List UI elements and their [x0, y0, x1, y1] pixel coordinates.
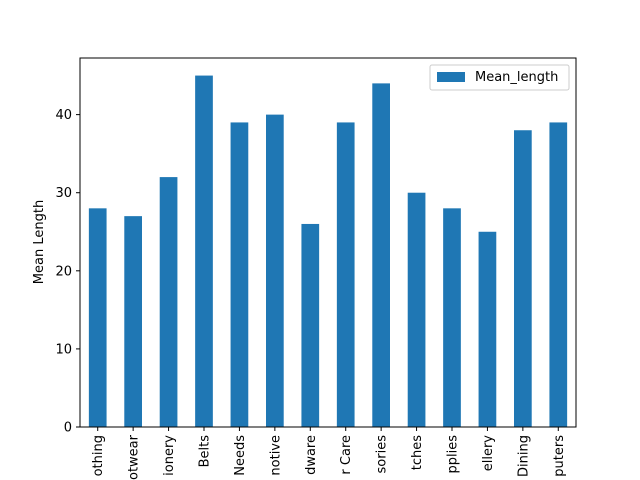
legend-label: Mean_length: [475, 70, 558, 85]
bar-10: [407, 192, 426, 427]
y-axis-label: Mean Length: [32, 200, 47, 284]
y-axis-ticks: 0 10 20 30 40: [55, 108, 80, 436]
x-tick-label: notive: [268, 435, 283, 476]
x-tick-label: sories: [375, 435, 390, 474]
bar-3: [159, 177, 178, 427]
x-tick-label: r Care: [339, 435, 354, 475]
y-tick-label: 30: [55, 186, 72, 201]
x-tick-label: puters: [552, 435, 567, 477]
bar-5: [230, 122, 249, 428]
bar-7: [301, 223, 320, 427]
bar-11: [443, 208, 461, 427]
x-tick-label: Belts: [198, 435, 213, 468]
y-tick-label: 20: [55, 264, 72, 279]
x-axis-ticks: othing otwear ionery Belts Needs notive dware r…: [91, 427, 567, 480]
bar-8: [336, 122, 355, 428]
bar-13: [514, 130, 532, 428]
x-tick-label: tches: [410, 435, 425, 470]
x-tick-label: Needs: [233, 435, 248, 476]
x-tick-label: ionery: [162, 435, 177, 476]
x-tick-label: othing: [91, 435, 106, 476]
legend-swatch: [437, 72, 465, 82]
bar-6: [266, 114, 284, 428]
y-tick-label: 0: [64, 421, 72, 436]
y-tick-label: 40: [55, 108, 72, 123]
legend-box: [429, 64, 570, 91]
bar-2: [124, 216, 142, 427]
bars-group: [88, 75, 568, 428]
y-tick-label: 10: [55, 342, 72, 357]
plot-frame: [79, 57, 577, 428]
bar-14: [549, 122, 568, 428]
x-tick-label: Dining: [516, 435, 531, 477]
x-tick-label: dware: [304, 435, 319, 475]
bar-9: [372, 83, 390, 427]
bar-1: [88, 208, 107, 427]
bar-12: [478, 231, 497, 427]
legend: Mean_length: [429, 64, 570, 91]
bar-4: [195, 75, 213, 427]
x-tick-label: ellery: [481, 435, 496, 472]
x-tick-label: otwear: [127, 434, 142, 480]
x-tick-label: pplies: [446, 435, 461, 474]
